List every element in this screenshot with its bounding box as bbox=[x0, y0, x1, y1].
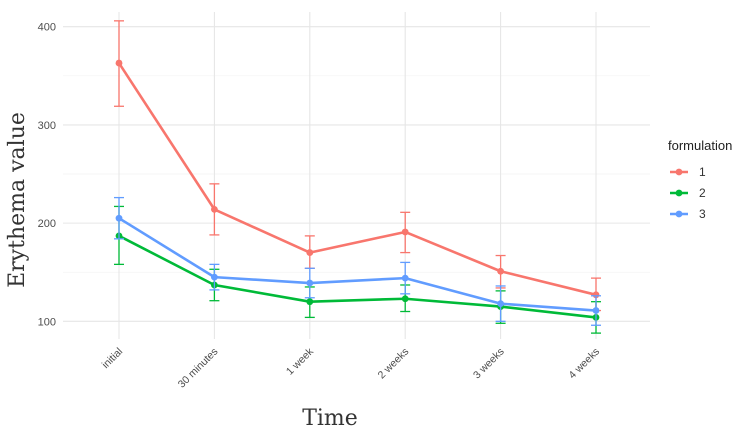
legend-title: formulation bbox=[668, 138, 732, 153]
y-tick-label: 400 bbox=[38, 22, 56, 34]
legend-item-2: 2 bbox=[670, 186, 706, 200]
series-3 bbox=[114, 196, 601, 326]
legend-item-1: 1 bbox=[670, 165, 706, 179]
x-axis-title: Time bbox=[302, 406, 358, 431]
legend-label: 2 bbox=[699, 186, 706, 200]
x-tick-label: 2 weeks bbox=[376, 346, 412, 382]
data-point bbox=[115, 59, 123, 67]
x-tick-label: 30 minutes bbox=[176, 346, 221, 391]
series-line bbox=[118, 234, 597, 319]
legend-key-point bbox=[675, 210, 683, 218]
y-tick-label: 300 bbox=[38, 120, 56, 132]
series-line bbox=[118, 217, 597, 312]
data-point bbox=[306, 298, 314, 306]
data-point bbox=[401, 228, 409, 236]
data-point bbox=[115, 214, 123, 222]
minor-gridlines bbox=[63, 75, 650, 273]
data-point bbox=[306, 279, 314, 287]
legend-label: 3 bbox=[699, 207, 706, 221]
x-tick-label: 1 week bbox=[284, 345, 317, 378]
y-axis-tick-labels: 100 200 300 400 bbox=[38, 22, 56, 329]
series-line bbox=[117, 62, 597, 297]
y-axis-title: Erythema value bbox=[5, 112, 30, 288]
legend-key-point bbox=[675, 189, 683, 197]
major-gridlines bbox=[63, 12, 650, 339]
data-point bbox=[592, 291, 600, 299]
x-axis-tick-labels: initial 30 minutes 1 week 2 weeks 3 weeks 4 w… bbox=[100, 345, 602, 390]
legend-key-point bbox=[675, 168, 683, 176]
data-point bbox=[401, 295, 409, 303]
series-layer bbox=[114, 20, 601, 334]
legend-label: 1 bbox=[699, 165, 706, 179]
legend-item-3: 3 bbox=[670, 207, 706, 221]
series-1 bbox=[114, 20, 601, 312]
y-tick-label: 200 bbox=[38, 218, 56, 230]
data-point bbox=[497, 267, 504, 275]
data-point bbox=[211, 273, 218, 281]
y-tick-label: 100 bbox=[38, 316, 56, 328]
series-2 bbox=[114, 205, 601, 334]
data-point bbox=[497, 300, 504, 308]
x-tick-label: 3 weeks bbox=[471, 346, 507, 382]
data-point bbox=[211, 205, 218, 213]
legend: formulation 1 2 3 bbox=[668, 138, 732, 221]
data-point bbox=[401, 274, 409, 282]
x-tick-label: initial bbox=[100, 346, 125, 371]
data-point bbox=[592, 307, 600, 314]
x-tick-label: 4 weeks bbox=[566, 346, 602, 382]
data-point bbox=[306, 249, 314, 256]
